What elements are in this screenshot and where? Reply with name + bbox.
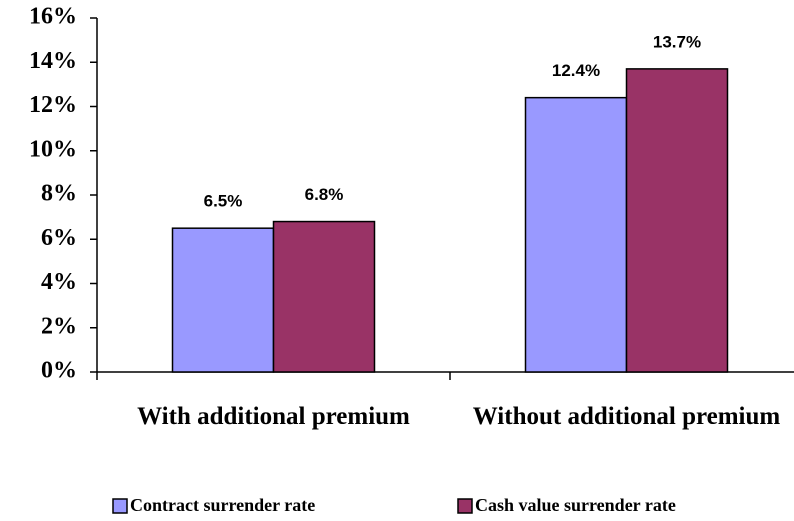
legend-swatch [457, 498, 473, 514]
y-tick-label: 10% [29, 136, 77, 162]
y-tick-label: 8% [41, 181, 77, 207]
y-tick-label: 6% [41, 225, 77, 251]
legend-label: Contract surrender rate [130, 495, 315, 515]
x-tick-label: Without additional premium [472, 403, 781, 430]
value-label: 6.5% [204, 192, 243, 211]
y-tick-label: 2% [41, 313, 77, 339]
y-tick-label: 0% [41, 358, 77, 384]
bar [524, 96, 628, 373]
y-tick-label: 12% [29, 92, 77, 118]
bar [272, 220, 376, 373]
value-label: 12.4% [552, 61, 600, 80]
y-tick-label: 4% [41, 269, 77, 295]
bar [625, 68, 729, 373]
bar [171, 227, 275, 373]
y-tick-label: 16% [29, 4, 77, 30]
legend-swatch [112, 498, 128, 514]
x-tick-label: With additional premium [137, 403, 410, 430]
value-label: 6.8% [305, 185, 344, 204]
value-label: 13.7% [653, 32, 701, 51]
y-tick-label: 14% [29, 48, 77, 74]
legend-label: Cash value surrender rate [475, 495, 676, 515]
